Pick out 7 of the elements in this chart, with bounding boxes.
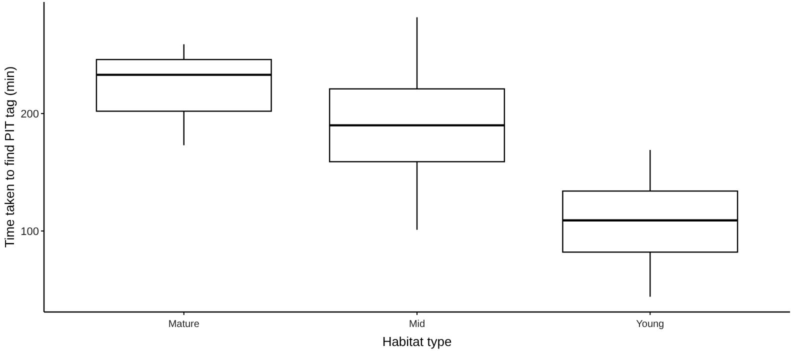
x-tick-label: Young bbox=[636, 319, 664, 330]
y-tick-label: 200 bbox=[20, 108, 39, 120]
y-tick-label: 100 bbox=[20, 226, 39, 238]
x-axis-title: Habitat type bbox=[382, 334, 452, 349]
x-tick-label: Mid bbox=[408, 319, 426, 330]
y-axis-title: Time taken to find PIT tag (min) bbox=[2, 66, 17, 248]
x-tick-label: Mature bbox=[168, 319, 200, 330]
